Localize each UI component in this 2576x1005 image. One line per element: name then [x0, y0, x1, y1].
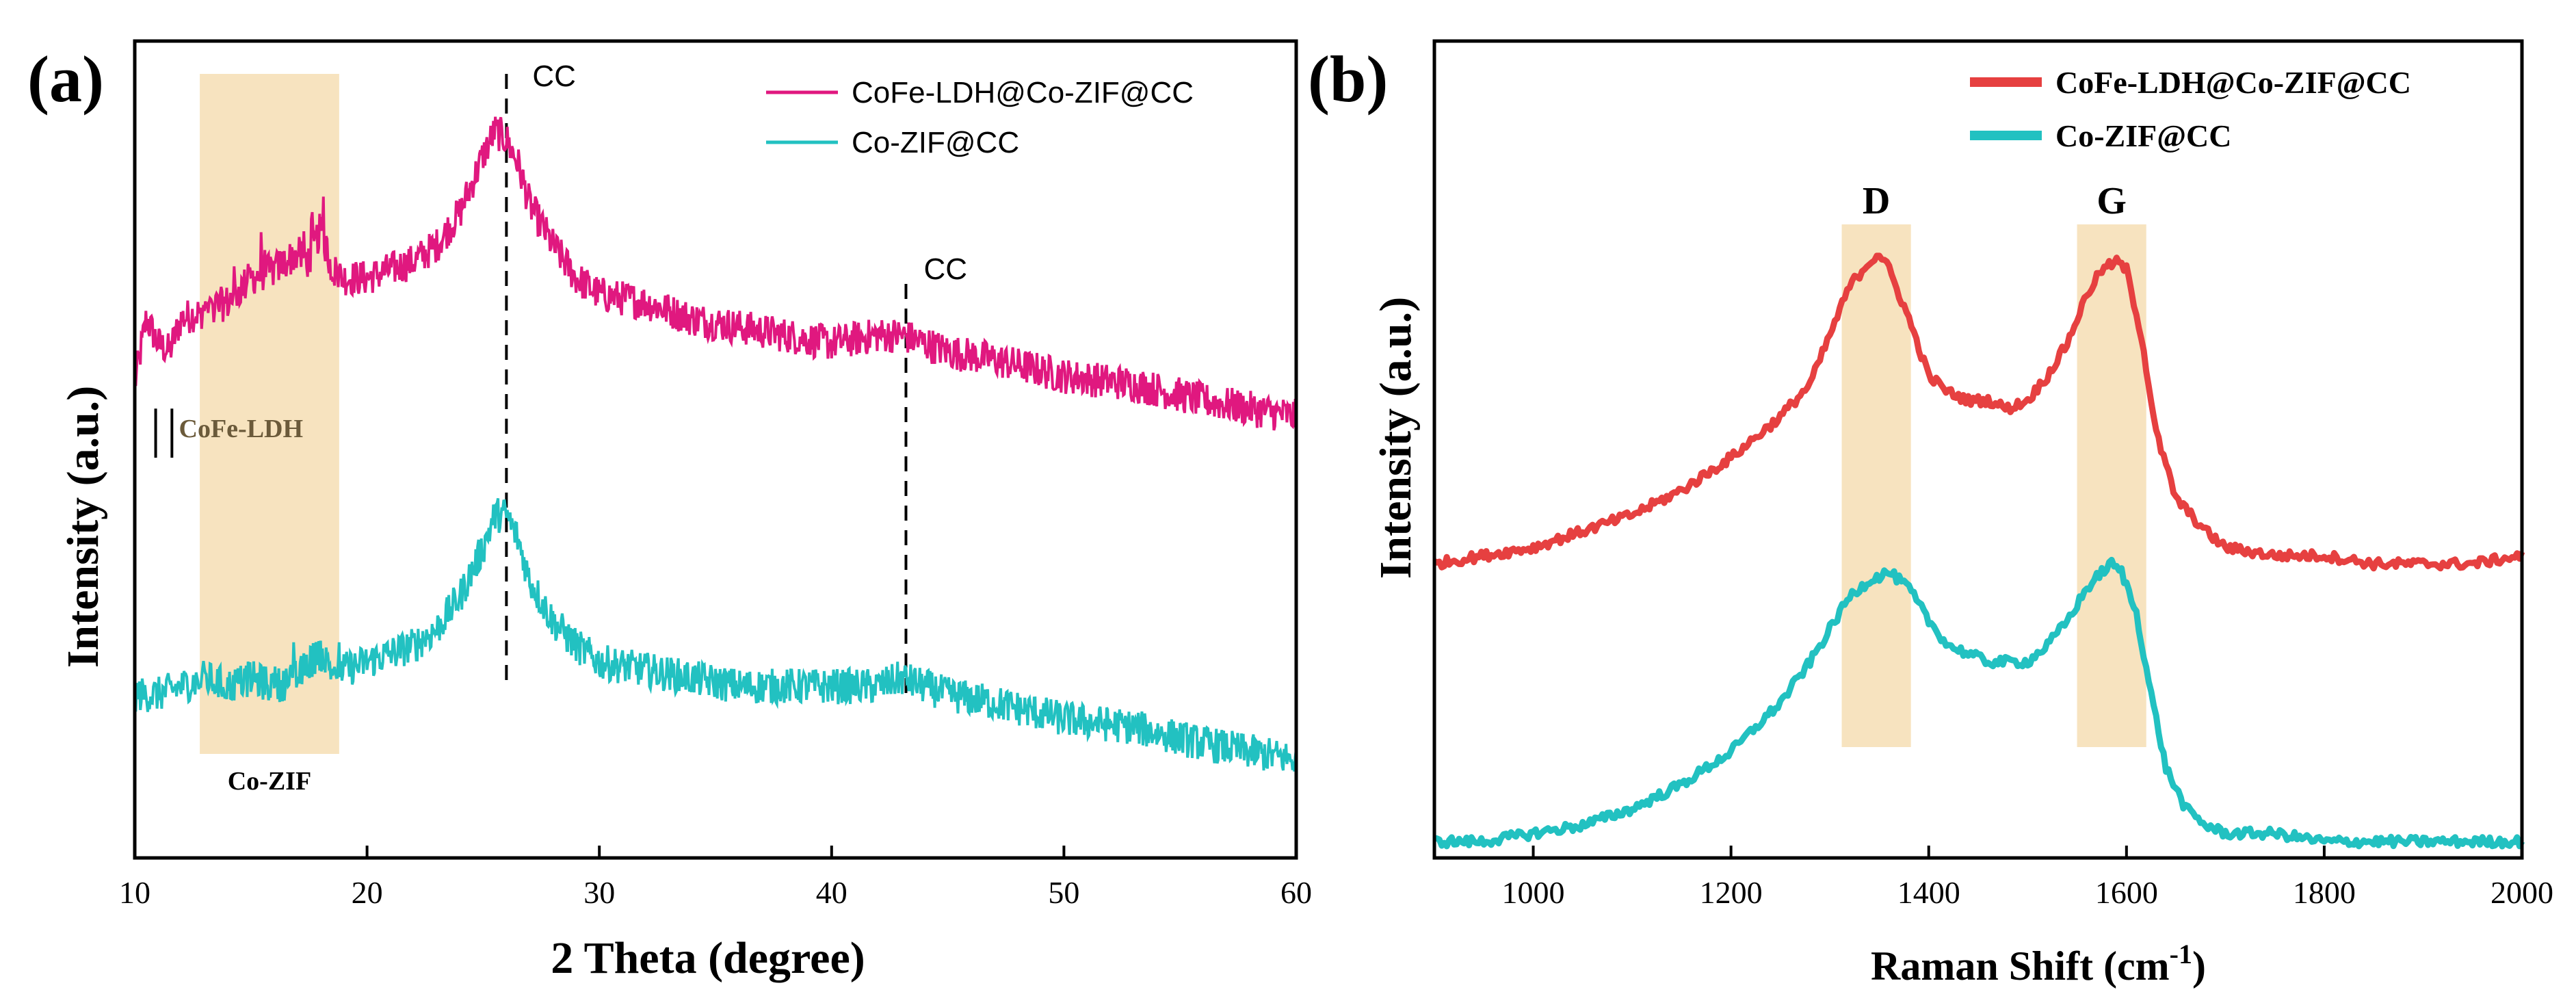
panel-a-co-zif-annotation: Co-ZIF [228, 767, 311, 796]
panel-a-x-tick-label: 40 [816, 875, 847, 910]
panel-b-series-cofe-ldh-line [1432, 252, 2525, 572]
panel-b-x-tick-label: 2000 [2490, 875, 2553, 910]
panel-b-x-tick-label: 1600 [2095, 875, 2158, 910]
panel-a-axes-frame [133, 39, 1298, 860]
panel-b-x-axis-label: Raman Shift (cm-1) [1871, 939, 2206, 989]
panel-b: 1000 1200 1400 1600 1800 2000 (b) Raman Shift… [1308, 39, 2553, 989]
panel-b-x-axis-label-sup: -1 [2170, 939, 2192, 969]
panel-a-legend-entry-co-zif: Co-ZIF@CC [852, 126, 1019, 159]
panel-a-series-co-zif-line [133, 498, 1298, 772]
panel-b-label: (b) [1308, 42, 1388, 116]
panel-a-label: (a) [27, 42, 104, 116]
panel-a-cc-annotation-1: CC [532, 60, 576, 93]
panel-b-x-axis-label-suffix: ) [2192, 943, 2206, 989]
panel-b-series-co-zif-line [1434, 556, 2525, 850]
panel-a: 10 20 30 40 50 60 (a) 2 Theta (degree) Intens… [27, 39, 1312, 983]
panel-a-y-axis-label: Intensity (a.u.) [58, 386, 108, 668]
panel-b-shaded-region-d [1841, 224, 1911, 747]
panel-b-d-band-label: D [1863, 180, 1890, 222]
panel-b-legend-entry-co-zif: Co-ZIF@CC [2055, 118, 2231, 153]
panel-b-axes-frame [1432, 39, 2524, 860]
panel-a-x-tick-label: 30 [583, 875, 615, 910]
panel-a-legend-entry-cofe-ldh: CoFe-LDH@Co-ZIF@CC [852, 76, 1194, 109]
panel-a-series-cofe-ldh-line [133, 116, 1298, 431]
panel-b-g-band-label: G [2097, 180, 2127, 222]
panel-a-cofe-ldh-annotation: CoFe-LDH [179, 415, 304, 443]
panel-a-x-tick-label: 20 [352, 875, 383, 910]
panel-a-shaded-region [200, 74, 339, 754]
panel-a-cc-annotation-2: CC [923, 252, 967, 286]
panel-a-x-tick-label: 50 [1048, 875, 1079, 910]
panel-a-x-axis-label: 2 Theta (degree) [551, 933, 865, 983]
panel-b-x-axis-label-main: Raman Shift (cm [1871, 943, 2170, 989]
panel-a-x-tick-label: 60 [1280, 875, 1312, 910]
panel-b-x-tick-label: 1400 [1897, 875, 1960, 910]
panel-b-y-axis-label: Intensity (a.u.) [1371, 297, 1421, 579]
panel-b-x-tick-label: 1800 [2293, 875, 2356, 910]
panel-b-legend-entry-cofe-ldh: CoFe-LDH@Co-ZIF@CC [2055, 65, 2411, 100]
panel-a-x-tick-label: 10 [119, 875, 150, 910]
panel-b-x-tick-label: 1200 [1700, 875, 1763, 910]
panel-b-x-tick-label: 1000 [1502, 875, 1565, 910]
